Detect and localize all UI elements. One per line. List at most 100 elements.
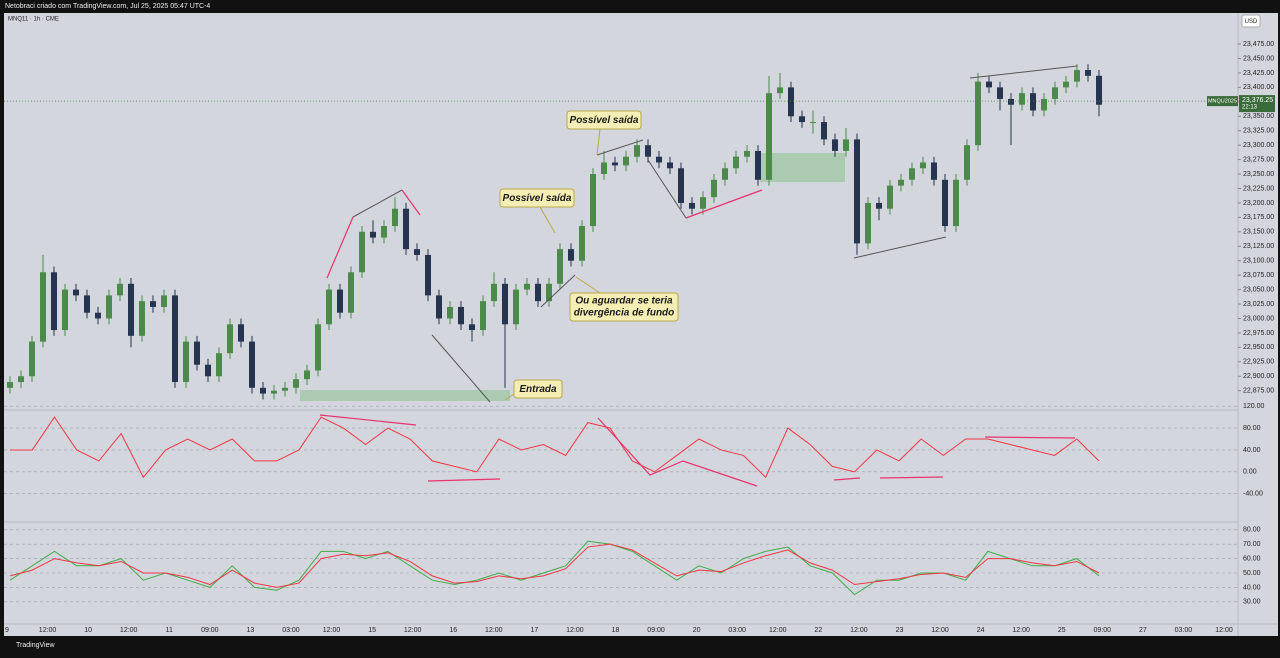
x-tick-label: 11 <box>166 627 173 634</box>
candle-body <box>425 254 431 296</box>
trendline <box>833 477 861 481</box>
x-tick-label: 12:00 <box>404 627 422 634</box>
trendline <box>540 274 576 308</box>
candle-body <box>865 202 871 244</box>
callout <box>566 110 642 130</box>
x-tick-label: 12:00 <box>1012 627 1030 634</box>
candle-body <box>1074 70 1080 82</box>
x-tick-label: 15 <box>368 627 376 634</box>
y-tick-label: 23,000.00 <box>1243 315 1274 322</box>
x-tick-label: 12:00 <box>323 627 341 634</box>
x-tick-label: 18 <box>612 627 620 634</box>
y-tick-label: 23,250.00 <box>1243 171 1274 178</box>
candle-body <box>821 122 827 140</box>
y-tick-label: 23,075.00 <box>1243 272 1274 279</box>
y-tick-label: 70.00 <box>1243 541 1261 548</box>
x-tick-label: 12:00 <box>931 627 949 634</box>
candle-body <box>18 376 24 383</box>
candle-body <box>172 295 178 383</box>
callout-pointer <box>539 206 556 234</box>
candle-body <box>722 168 728 180</box>
candle-body <box>733 156 739 169</box>
candle-body <box>634 145 640 157</box>
x-tick-label: 16 <box>449 627 457 634</box>
price-text: 23,376.25 <box>1242 97 1273 104</box>
y-tick-label: 22,975.00 <box>1243 330 1274 337</box>
candle-body <box>249 341 255 388</box>
trendline <box>352 189 403 218</box>
candle-body <box>931 162 937 180</box>
candle-body <box>832 139 838 151</box>
y-tick-label: 0.00 <box>1243 469 1257 476</box>
callout <box>499 188 575 208</box>
symbol-tag <box>1207 96 1238 107</box>
currency-button[interactable] <box>1241 14 1261 28</box>
x-tick-label: 13 <box>247 627 255 634</box>
trendline <box>879 476 944 479</box>
callout <box>513 379 563 399</box>
currency[interactable]: USD <box>1245 19 1258 25</box>
candle-body <box>623 156 629 166</box>
x-tick-label: 09:00 <box>201 627 219 634</box>
countdown: 22:13 <box>1242 105 1258 111</box>
candle-body <box>73 289 79 296</box>
candle-body <box>744 150 750 157</box>
candle-body <box>1041 98 1047 111</box>
y-tick-label: 23,100.00 <box>1243 258 1274 265</box>
y-tick-label: 23,350.00 <box>1243 113 1274 120</box>
candle-body <box>183 341 189 383</box>
candle-body <box>887 185 893 209</box>
callout-text: divergência de fundo <box>574 308 675 319</box>
callout-pointer <box>575 276 601 294</box>
candle-body <box>590 174 596 227</box>
candle-body <box>469 324 475 331</box>
symbol-text: MNQU2025 <box>1208 99 1237 105</box>
y-tick-label: 23,400.00 <box>1243 84 1274 91</box>
candle-body <box>414 249 420 255</box>
candle-body <box>711 179 717 198</box>
x-tick-label: 09:00 <box>1094 627 1112 634</box>
candle-body <box>909 168 915 180</box>
candle-body <box>678 168 684 203</box>
footer: TradingView <box>16 642 55 649</box>
candle-body <box>579 226 585 261</box>
candle-body <box>205 364 211 377</box>
x-tick-label: 03:00 <box>1175 627 1193 634</box>
y-tick-label: 80.00 <box>1243 425 1261 432</box>
candle-body <box>1096 75 1102 105</box>
y-tick-label: 23,225.00 <box>1243 185 1274 192</box>
candle-body <box>392 208 398 227</box>
symbol-legend: MNQ11 · 1h · CME <box>8 17 59 23</box>
trendline <box>597 417 758 487</box>
candle-body <box>843 139 849 151</box>
candle-body <box>799 116 805 123</box>
indicator-line <box>10 416 1100 479</box>
trendlines <box>319 65 1078 487</box>
candle-body <box>854 139 860 244</box>
trendline <box>326 216 354 279</box>
y-tick-label: 23,125.00 <box>1243 243 1274 250</box>
y-tick-label: 23,175.00 <box>1243 214 1274 221</box>
x-tick-label: 12:00 <box>1215 627 1233 634</box>
candle-body <box>194 341 200 365</box>
candle-body <box>568 249 574 261</box>
candle-body <box>557 249 563 284</box>
candle-body <box>62 289 68 331</box>
indicator-line <box>9 540 1100 596</box>
x-tick-label: 23 <box>896 627 904 634</box>
x-tick-label: 03:00 <box>728 627 746 634</box>
candle-body <box>315 324 321 371</box>
candle-body <box>51 272 57 331</box>
y-tick-label: 30.00 <box>1243 599 1261 606</box>
candle-body <box>95 312 101 319</box>
candle-body <box>975 81 981 146</box>
x-tick-label: 17 <box>530 627 538 634</box>
candle-body <box>84 295 90 313</box>
candle-body <box>524 283 530 290</box>
zone <box>300 390 510 401</box>
x-tick-label: 12:00 <box>39 627 57 634</box>
callout-text: Possível saída <box>570 115 639 126</box>
y-tick-label: 23,275.00 <box>1243 156 1274 163</box>
trendline <box>431 334 491 403</box>
candle-body <box>986 81 992 88</box>
